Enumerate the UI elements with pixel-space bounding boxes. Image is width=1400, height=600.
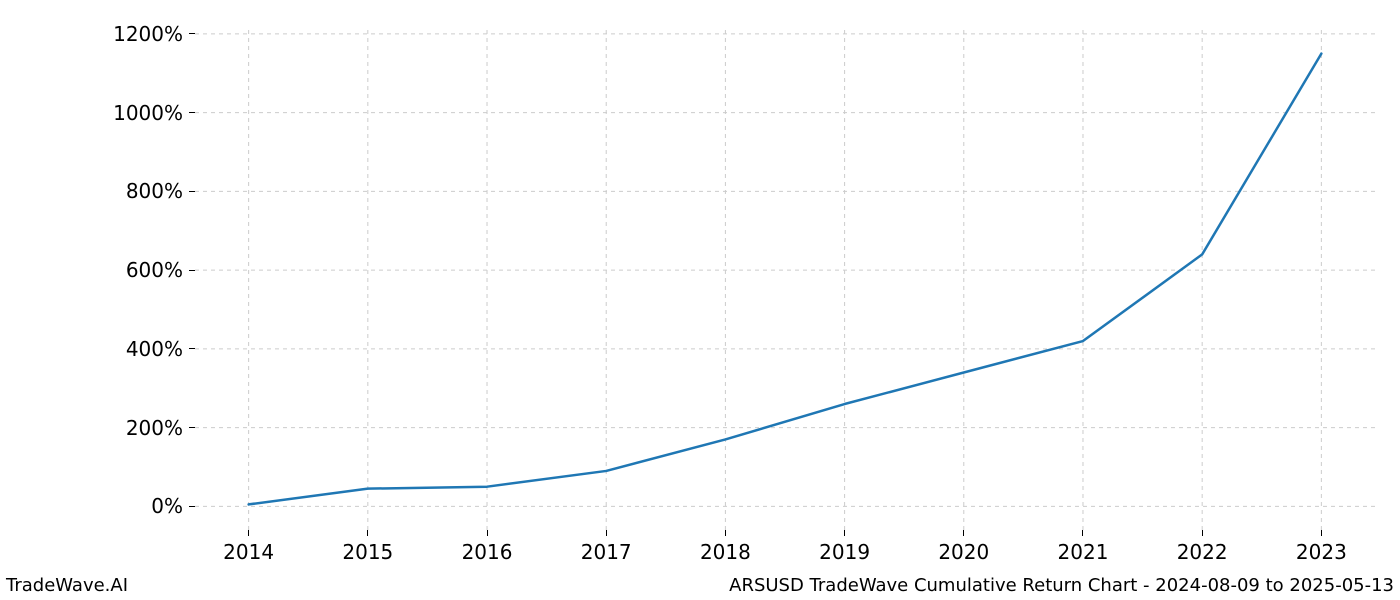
y-tick [189, 33, 195, 34]
x-tick [1202, 530, 1203, 536]
x-tick [367, 530, 368, 536]
y-tick [189, 427, 195, 428]
y-tick-label: 0% [151, 494, 183, 518]
y-tick [189, 191, 195, 192]
y-tick-label: 1000% [113, 101, 183, 125]
x-tick [963, 530, 964, 536]
x-tick [1082, 530, 1083, 536]
y-tick-label: 200% [126, 416, 183, 440]
x-tick [606, 530, 607, 536]
x-tick [725, 530, 726, 536]
x-tick-label: 2021 [1058, 540, 1109, 564]
x-tick-label: 2020 [938, 540, 989, 564]
y-tick [189, 506, 195, 507]
x-tick-label: 2017 [581, 540, 632, 564]
plot-area [195, 30, 1375, 530]
x-tick-label: 2022 [1177, 540, 1228, 564]
x-tick [1321, 530, 1322, 536]
x-tick-label: 2018 [700, 540, 751, 564]
y-tick-label: 400% [126, 337, 183, 361]
y-tick-label: 800% [126, 179, 183, 203]
cumulative-return-chart: TradeWave.AI ARSUSD TradeWave Cumulative… [0, 0, 1400, 600]
return-line-series [195, 30, 1375, 530]
x-tick-label: 2014 [223, 540, 274, 564]
footer-caption: ARSUSD TradeWave Cumulative Return Chart… [729, 575, 1394, 596]
x-tick-label: 2023 [1296, 540, 1347, 564]
x-tick [844, 530, 845, 536]
x-tick-label: 2016 [462, 540, 513, 564]
y-tick [189, 112, 195, 113]
x-tick-label: 2019 [819, 540, 870, 564]
x-tick [487, 530, 488, 536]
y-tick-label: 600% [126, 258, 183, 282]
y-tick [189, 348, 195, 349]
footer-brand: TradeWave.AI [6, 575, 128, 596]
y-tick-label: 1200% [113, 22, 183, 46]
y-tick [189, 270, 195, 271]
x-tick [248, 530, 249, 536]
x-tick-label: 2015 [342, 540, 393, 564]
